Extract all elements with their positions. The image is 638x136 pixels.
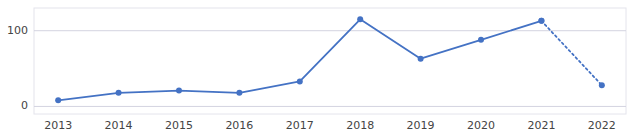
x-tick-label: 2014 [105, 119, 133, 132]
plot-frame [34, 8, 626, 114]
x-tick-label: 2022 [588, 119, 616, 132]
grid-line [34, 106, 626, 107]
marker [116, 90, 122, 96]
plot-area [55, 16, 605, 103]
grid-line [34, 30, 626, 31]
x-tick-label: 2016 [225, 119, 253, 132]
marker [599, 82, 605, 88]
x-tick-label: 2015 [165, 119, 193, 132]
marker [538, 18, 544, 24]
chart: 0 100 2013 2014 2015 2016 2017 2018 2019 2020 2021… [0, 0, 638, 136]
x-tick-label: 2019 [407, 119, 435, 132]
marker [176, 88, 182, 94]
line [58, 19, 541, 100]
x-tick-label: 2021 [527, 119, 555, 132]
marker [357, 16, 363, 22]
x-tick-label: 2018 [346, 119, 374, 132]
marker [418, 56, 424, 62]
y-tick-label: 100 [7, 24, 28, 37]
marker [297, 78, 303, 84]
marker [55, 97, 61, 103]
marker [538, 18, 544, 24]
x-tick-label: 2013 [44, 119, 72, 132]
x-tick-label: 2020 [467, 119, 495, 132]
marker [236, 90, 242, 96]
line [541, 21, 601, 85]
x-tick-label: 2017 [286, 119, 314, 132]
y-tick-label: 0 [21, 99, 28, 112]
marker [478, 37, 484, 43]
